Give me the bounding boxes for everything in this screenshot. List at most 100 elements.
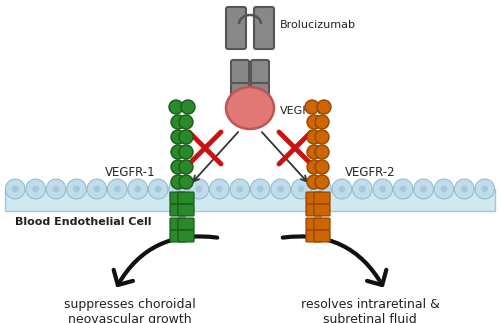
FancyBboxPatch shape [251,60,269,84]
FancyBboxPatch shape [170,192,186,204]
Circle shape [171,175,185,189]
Text: VEGFR-1: VEGFR-1 [104,166,156,180]
Ellipse shape [298,185,304,193]
Circle shape [307,160,321,174]
Ellipse shape [461,185,468,193]
Ellipse shape [482,185,488,193]
Circle shape [171,130,185,144]
Ellipse shape [32,185,39,193]
Text: VEGFR-2: VEGFR-2 [344,166,396,180]
Circle shape [305,100,319,114]
FancyBboxPatch shape [254,7,274,49]
Ellipse shape [154,185,162,193]
Ellipse shape [52,185,60,193]
Ellipse shape [338,185,345,193]
Circle shape [307,130,321,144]
Ellipse shape [189,179,209,199]
Ellipse shape [94,185,100,193]
Ellipse shape [210,179,229,199]
FancyBboxPatch shape [306,192,322,204]
FancyBboxPatch shape [314,204,330,216]
FancyArrowPatch shape [283,236,387,285]
Ellipse shape [380,185,386,193]
Ellipse shape [196,185,202,193]
Ellipse shape [168,179,188,199]
FancyBboxPatch shape [251,83,269,107]
Ellipse shape [475,179,494,199]
Ellipse shape [332,179,351,199]
Ellipse shape [434,179,454,199]
Ellipse shape [175,185,182,193]
FancyBboxPatch shape [226,7,246,49]
Circle shape [315,175,329,189]
Ellipse shape [46,179,66,199]
Circle shape [171,160,185,174]
Text: resolves intraretinal &
subretinal fluid: resolves intraretinal & subretinal fluid [300,298,440,323]
Ellipse shape [257,185,264,193]
Circle shape [179,160,193,174]
FancyBboxPatch shape [170,218,186,230]
Ellipse shape [352,179,372,199]
Ellipse shape [440,185,448,193]
Circle shape [315,115,329,129]
Ellipse shape [226,87,274,129]
Ellipse shape [66,179,86,199]
Circle shape [307,175,321,189]
FancyBboxPatch shape [306,230,322,242]
Ellipse shape [6,179,25,199]
Bar [5,189,495,211]
FancyBboxPatch shape [314,192,330,204]
FancyBboxPatch shape [170,204,186,216]
Ellipse shape [114,185,120,193]
FancyBboxPatch shape [178,204,194,216]
Ellipse shape [454,179,474,199]
FancyBboxPatch shape [231,83,249,107]
Circle shape [315,145,329,159]
FancyBboxPatch shape [178,192,194,204]
Ellipse shape [414,179,434,199]
Circle shape [171,115,185,129]
Circle shape [179,130,193,144]
Ellipse shape [291,179,311,199]
FancyBboxPatch shape [178,218,194,230]
FancyArrowPatch shape [114,236,217,285]
Circle shape [307,115,321,129]
FancyBboxPatch shape [314,230,330,242]
Ellipse shape [108,179,127,199]
Ellipse shape [128,179,148,199]
FancyBboxPatch shape [170,230,186,242]
Circle shape [179,175,193,189]
Circle shape [315,130,329,144]
Ellipse shape [271,179,290,199]
Ellipse shape [400,185,406,193]
Ellipse shape [216,185,223,193]
FancyBboxPatch shape [314,218,330,230]
Ellipse shape [12,185,18,193]
Circle shape [169,100,183,114]
Ellipse shape [73,185,80,193]
FancyBboxPatch shape [178,230,194,242]
Ellipse shape [87,179,106,199]
Ellipse shape [359,185,366,193]
Ellipse shape [236,185,243,193]
Circle shape [181,100,195,114]
Text: suppresses choroidal
neovascular growth: suppresses choroidal neovascular growth [64,298,196,323]
Ellipse shape [394,179,413,199]
FancyBboxPatch shape [306,204,322,216]
FancyBboxPatch shape [306,218,322,230]
Ellipse shape [250,179,270,199]
Circle shape [315,160,329,174]
Ellipse shape [134,185,141,193]
Circle shape [317,100,331,114]
Circle shape [179,115,193,129]
Ellipse shape [277,185,284,193]
Text: VEGF-A: VEGF-A [280,106,321,116]
Ellipse shape [312,179,332,199]
Circle shape [179,145,193,159]
Ellipse shape [148,179,168,199]
Ellipse shape [318,185,325,193]
Text: Brolucizumab: Brolucizumab [280,20,356,30]
Ellipse shape [373,179,392,199]
Circle shape [171,145,185,159]
Text: Blood Endothelial Cell: Blood Endothelial Cell [15,217,152,227]
